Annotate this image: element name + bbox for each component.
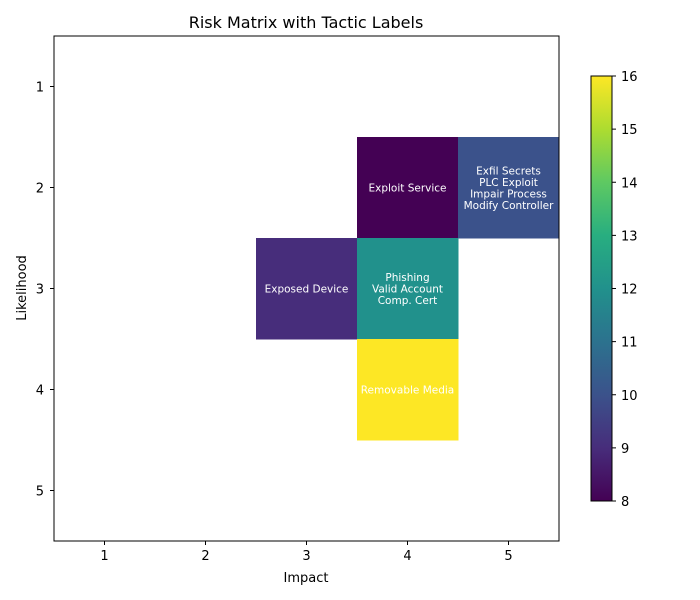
x-tick-label: 2 bbox=[201, 549, 209, 564]
colorbar-tick-label: 16 bbox=[621, 70, 638, 85]
cell-label: Impair Process bbox=[470, 188, 547, 200]
y-axis-ticks: 1 2 3 4 5 bbox=[36, 81, 54, 500]
x-tick-label: 4 bbox=[403, 549, 411, 564]
colorbar-ticks: 8 9 10 11 12 13 14 15 16 bbox=[612, 70, 638, 510]
colorbar-tick-label: 11 bbox=[621, 336, 638, 351]
y-tick-label: 2 bbox=[36, 182, 44, 197]
x-tick-label: 1 bbox=[100, 549, 108, 564]
x-axis-ticks: 1 2 3 4 5 bbox=[100, 541, 513, 564]
colorbar-tick-label: 13 bbox=[621, 229, 638, 244]
x-tick-label: 5 bbox=[504, 549, 512, 564]
x-axis-label: Impact bbox=[284, 571, 329, 586]
cell-label: PLC Exploit bbox=[479, 177, 538, 189]
heatmap-cell bbox=[256, 238, 358, 340]
heatmap-cell bbox=[357, 238, 459, 340]
y-tick-label: 3 bbox=[36, 283, 44, 298]
colorbar bbox=[590, 75, 613, 502]
cell-label: Exposed Device bbox=[265, 284, 349, 296]
colorbar-tick-label: 15 bbox=[621, 123, 638, 138]
y-tick-label: 1 bbox=[36, 81, 44, 96]
cell-label: Exploit Service bbox=[368, 183, 446, 195]
colorbar-tick-label: 10 bbox=[621, 389, 638, 404]
heatmap-cell bbox=[357, 137, 459, 239]
cell-label: Valid Account bbox=[372, 284, 443, 296]
cell-label: Modify Controller bbox=[464, 200, 554, 212]
heatmap-cell bbox=[357, 339, 459, 441]
y-tick-label: 4 bbox=[36, 384, 44, 399]
colorbar-tick-label: 9 bbox=[621, 442, 629, 457]
heatmap-cell bbox=[458, 137, 560, 239]
colorbar-tick-label: 8 bbox=[621, 495, 629, 510]
cell-label: Comp. Cert bbox=[378, 295, 438, 307]
cell-label: Phishing bbox=[385, 272, 429, 284]
y-axis-label: Likelihood bbox=[15, 255, 30, 321]
chart-title: Risk Matrix with Tactic Labels bbox=[189, 13, 424, 32]
y-tick-label: 5 bbox=[36, 485, 44, 500]
colorbar-tick-label: 14 bbox=[621, 176, 638, 191]
cell-label: Exfil Secrets bbox=[476, 165, 541, 177]
cell-label: Removable Media bbox=[361, 385, 455, 397]
x-tick-label: 3 bbox=[302, 549, 310, 564]
colorbar-tick-label: 12 bbox=[621, 283, 638, 298]
